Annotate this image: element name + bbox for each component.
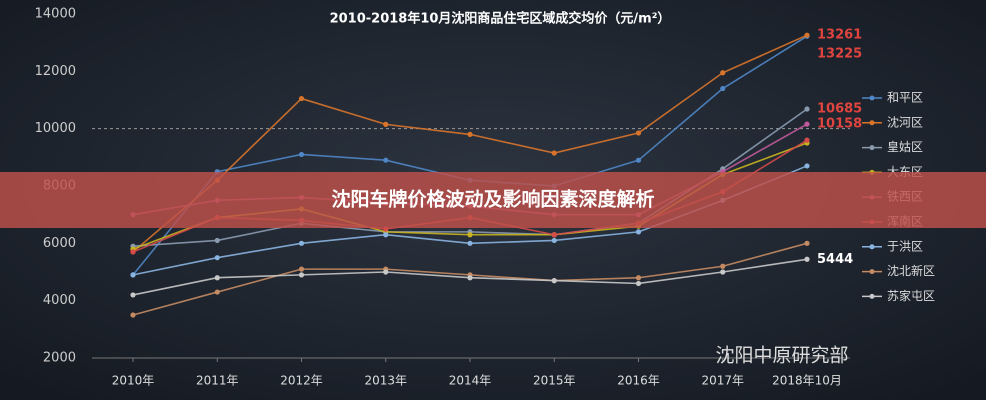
point bbox=[804, 137, 810, 143]
point bbox=[720, 263, 726, 269]
legend-marker bbox=[869, 269, 875, 275]
point bbox=[298, 266, 305, 272]
point bbox=[635, 157, 642, 163]
point bbox=[383, 121, 389, 127]
legend-label: 和平区 bbox=[887, 91, 923, 105]
point bbox=[720, 70, 726, 76]
point bbox=[130, 312, 136, 318]
x-tick-label: 2018年10月 bbox=[772, 374, 842, 388]
x-tick-label: 2015年 bbox=[533, 374, 576, 388]
x-tick-label: 2010年 bbox=[112, 374, 155, 388]
point bbox=[720, 85, 726, 92]
point bbox=[298, 151, 305, 158]
point bbox=[214, 255, 220, 261]
value-label: 10685 bbox=[817, 102, 862, 117]
y-tick-label: 10000 bbox=[35, 121, 76, 136]
point bbox=[635, 229, 642, 235]
point bbox=[130, 272, 136, 278]
legend-marker bbox=[869, 145, 875, 151]
point bbox=[635, 130, 642, 136]
legend-label: 皇姑区 bbox=[887, 140, 923, 154]
x-tick-label: 2012年 bbox=[280, 374, 323, 388]
y-tick-label: 2000 bbox=[43, 351, 76, 366]
value-label: 13261 bbox=[817, 28, 862, 43]
legend-label: 沈河区 bbox=[887, 114, 923, 129]
point bbox=[214, 289, 220, 295]
point bbox=[298, 95, 305, 102]
banner bbox=[0, 172, 986, 228]
point bbox=[804, 163, 810, 169]
x-tick-label: 2014年 bbox=[449, 374, 492, 388]
point bbox=[467, 131, 473, 137]
point bbox=[551, 237, 557, 244]
banner-title: 沈阳车牌价格波动及影响因素深度解析 bbox=[331, 188, 654, 211]
watermark: 沈阳中原研究部 bbox=[715, 345, 848, 367]
point bbox=[551, 232, 557, 238]
point bbox=[214, 237, 220, 244]
point bbox=[551, 278, 557, 284]
point bbox=[467, 240, 473, 246]
point bbox=[804, 256, 810, 262]
legend-marker bbox=[869, 120, 875, 126]
point bbox=[635, 280, 642, 287]
point bbox=[383, 157, 389, 163]
value-label: 5444 bbox=[817, 252, 853, 267]
point bbox=[467, 275, 473, 281]
x-tick-label: 2017年 bbox=[701, 374, 744, 388]
x-tick-label: 2013年 bbox=[364, 374, 407, 388]
point bbox=[130, 249, 136, 255]
point bbox=[804, 32, 810, 38]
legend-label: 沈北新区 bbox=[887, 263, 935, 278]
point bbox=[467, 232, 473, 238]
point bbox=[383, 232, 389, 238]
x-tick-label: 2016年 bbox=[617, 374, 660, 388]
point bbox=[298, 272, 305, 278]
point bbox=[804, 121, 810, 127]
x-tick-label: 2011年 bbox=[196, 374, 239, 388]
chart-title: 2010-2018年10月沈阳商品住宅区域成交均价（元/m²） bbox=[330, 11, 671, 27]
point bbox=[383, 269, 389, 275]
point bbox=[635, 275, 642, 281]
legend-label: 于洪区 bbox=[887, 239, 923, 253]
point bbox=[298, 240, 305, 246]
legend-label: 苏家屯区 bbox=[887, 288, 935, 303]
legend-marker bbox=[869, 95, 875, 101]
value-label: 13225 bbox=[817, 47, 862, 62]
value-label: 10158 bbox=[817, 117, 862, 132]
y-tick-label: 4000 bbox=[43, 293, 76, 308]
point bbox=[720, 269, 726, 275]
legend-marker bbox=[869, 293, 875, 299]
y-tick-label: 12000 bbox=[35, 64, 76, 79]
point bbox=[130, 292, 136, 298]
point bbox=[804, 240, 810, 246]
y-tick-label: 6000 bbox=[43, 236, 76, 251]
point bbox=[214, 275, 220, 281]
point bbox=[804, 106, 810, 112]
point bbox=[551, 150, 557, 156]
legend-marker bbox=[869, 244, 875, 250]
y-tick-label: 14000 bbox=[35, 7, 76, 22]
